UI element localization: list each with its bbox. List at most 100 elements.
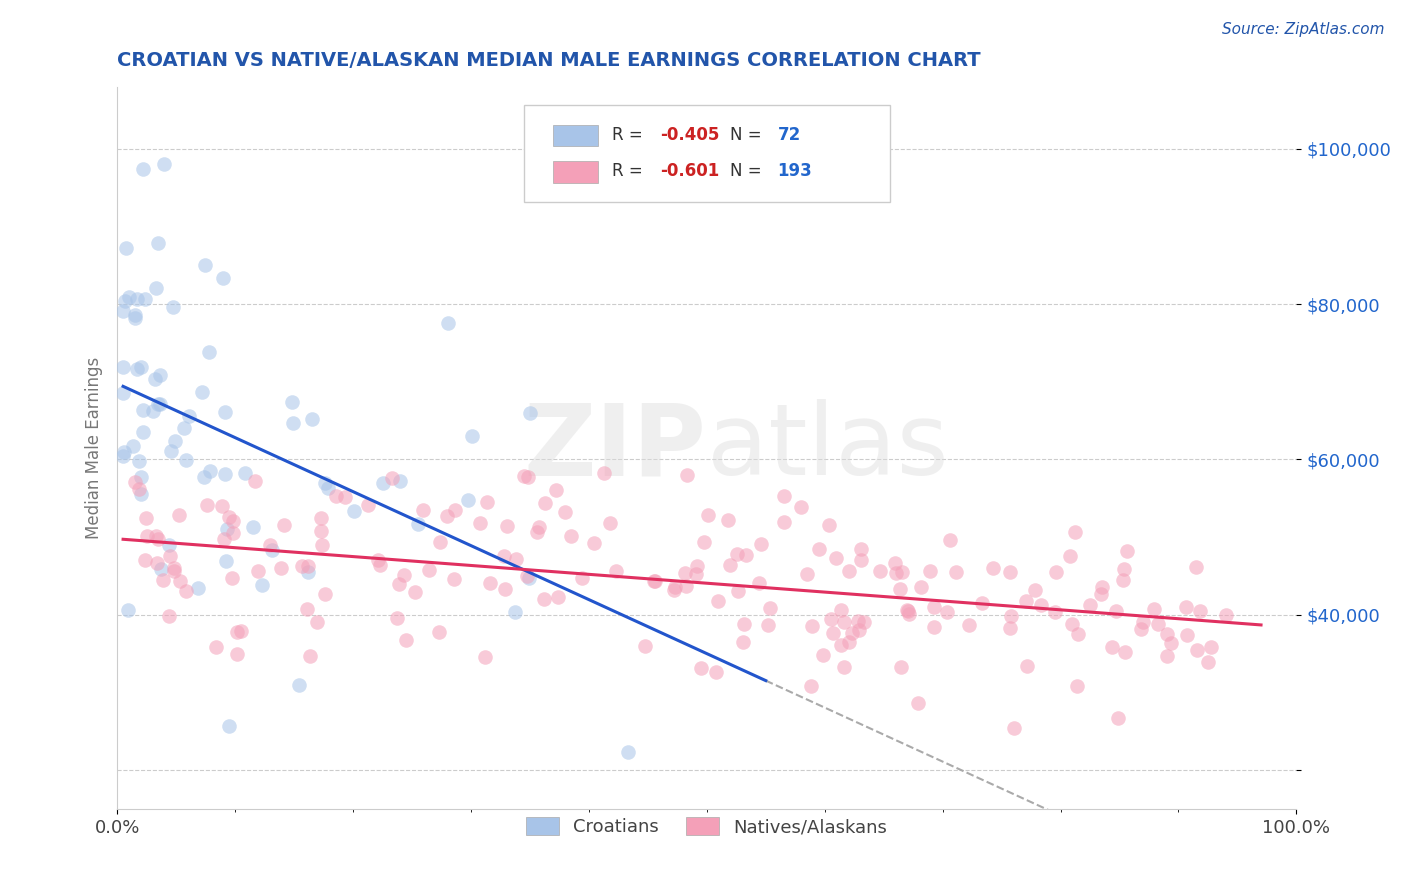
Point [704, 665, 727, 679]
Point [389, 474, 412, 488]
Point [136, 529, 159, 543]
Point [297, 559, 319, 574]
Point [162, 300, 184, 314]
Point [291, 559, 314, 574]
Point [692, 535, 714, 549]
Point [848, 623, 870, 637]
Point [381, 471, 404, 485]
Point [554, 505, 576, 519]
Point [834, 660, 856, 674]
Point [129, 487, 152, 501]
Point [972, 596, 994, 610]
Bar [554, 125, 599, 146]
Point [1112, 573, 1135, 587]
Point [592, 466, 614, 480]
Point [221, 571, 243, 585]
Point [910, 580, 932, 594]
Point [605, 564, 627, 578]
Point [114, 293, 136, 308]
Point [316, 482, 339, 496]
Point [849, 541, 872, 556]
Point [124, 308, 146, 322]
Point [717, 513, 740, 527]
Point [121, 439, 143, 453]
Point [305, 615, 328, 629]
FancyBboxPatch shape [524, 104, 890, 202]
Point [225, 624, 247, 639]
Point [821, 625, 844, 640]
Point [134, 293, 156, 307]
Point [808, 542, 831, 557]
Point [160, 444, 183, 458]
Point [214, 553, 236, 567]
Point [1215, 608, 1237, 623]
Point [889, 660, 911, 674]
Point [226, 647, 249, 661]
Text: 72: 72 [778, 126, 801, 144]
Text: Source: ZipAtlas.com: Source: ZipAtlas.com [1222, 22, 1385, 37]
Point [117, 603, 139, 617]
Point [617, 745, 640, 759]
Point [759, 600, 782, 615]
Point [174, 453, 197, 467]
Text: -0.405: -0.405 [659, 126, 718, 144]
Point [884, 566, 907, 580]
Point [890, 565, 912, 579]
Point [231, 624, 253, 639]
Point [343, 504, 366, 518]
Point [309, 510, 332, 524]
Point [1177, 627, 1199, 641]
Text: CROATIAN VS NATIVE/ALASKAN MEDIAN MALE EARNINGS CORRELATION CHART: CROATIAN VS NATIVE/ALASKAN MEDIAN MALE E… [117, 51, 981, 70]
Point [643, 574, 665, 589]
Point [193, 470, 215, 484]
Point [118, 290, 141, 304]
Point [1189, 604, 1212, 618]
Text: N =: N = [730, 126, 768, 144]
Point [146, 397, 169, 411]
Point [1045, 565, 1067, 579]
Point [214, 467, 236, 481]
Point [1078, 598, 1101, 612]
Point [149, 397, 172, 411]
Point [159, 549, 181, 563]
Point [1062, 617, 1084, 632]
Point [517, 470, 540, 484]
Point [297, 602, 319, 616]
Text: R =: R = [613, 162, 648, 180]
Point [583, 536, 606, 550]
Point [124, 475, 146, 490]
Point [163, 564, 186, 578]
Point [1024, 583, 1046, 598]
Point [217, 522, 239, 536]
Y-axis label: Median Male Earnings: Median Male Earnings [86, 357, 103, 539]
Point [475, 494, 498, 508]
Text: atlas: atlas [707, 400, 949, 496]
Bar [554, 161, 599, 183]
Point [512, 469, 534, 483]
Point [1143, 602, 1166, 616]
Point [727, 583, 749, 598]
Point [115, 241, 138, 255]
Point [273, 517, 295, 532]
Point [112, 304, 135, 318]
Point [194, 258, 217, 272]
Point [195, 498, 218, 512]
Point [314, 476, 336, 491]
Point [112, 360, 135, 375]
Point [270, 561, 292, 575]
Point [301, 411, 323, 425]
Point [311, 538, 333, 552]
Point [335, 491, 357, 505]
Point [406, 517, 429, 532]
Point [1112, 562, 1135, 576]
Point [644, 574, 666, 588]
Point [998, 621, 1021, 635]
Point [749, 537, 772, 551]
Point [474, 650, 496, 665]
Point [174, 583, 197, 598]
Point [690, 661, 713, 675]
Point [896, 603, 918, 617]
Point [664, 580, 686, 594]
Point [832, 615, 855, 629]
Point [918, 564, 941, 578]
